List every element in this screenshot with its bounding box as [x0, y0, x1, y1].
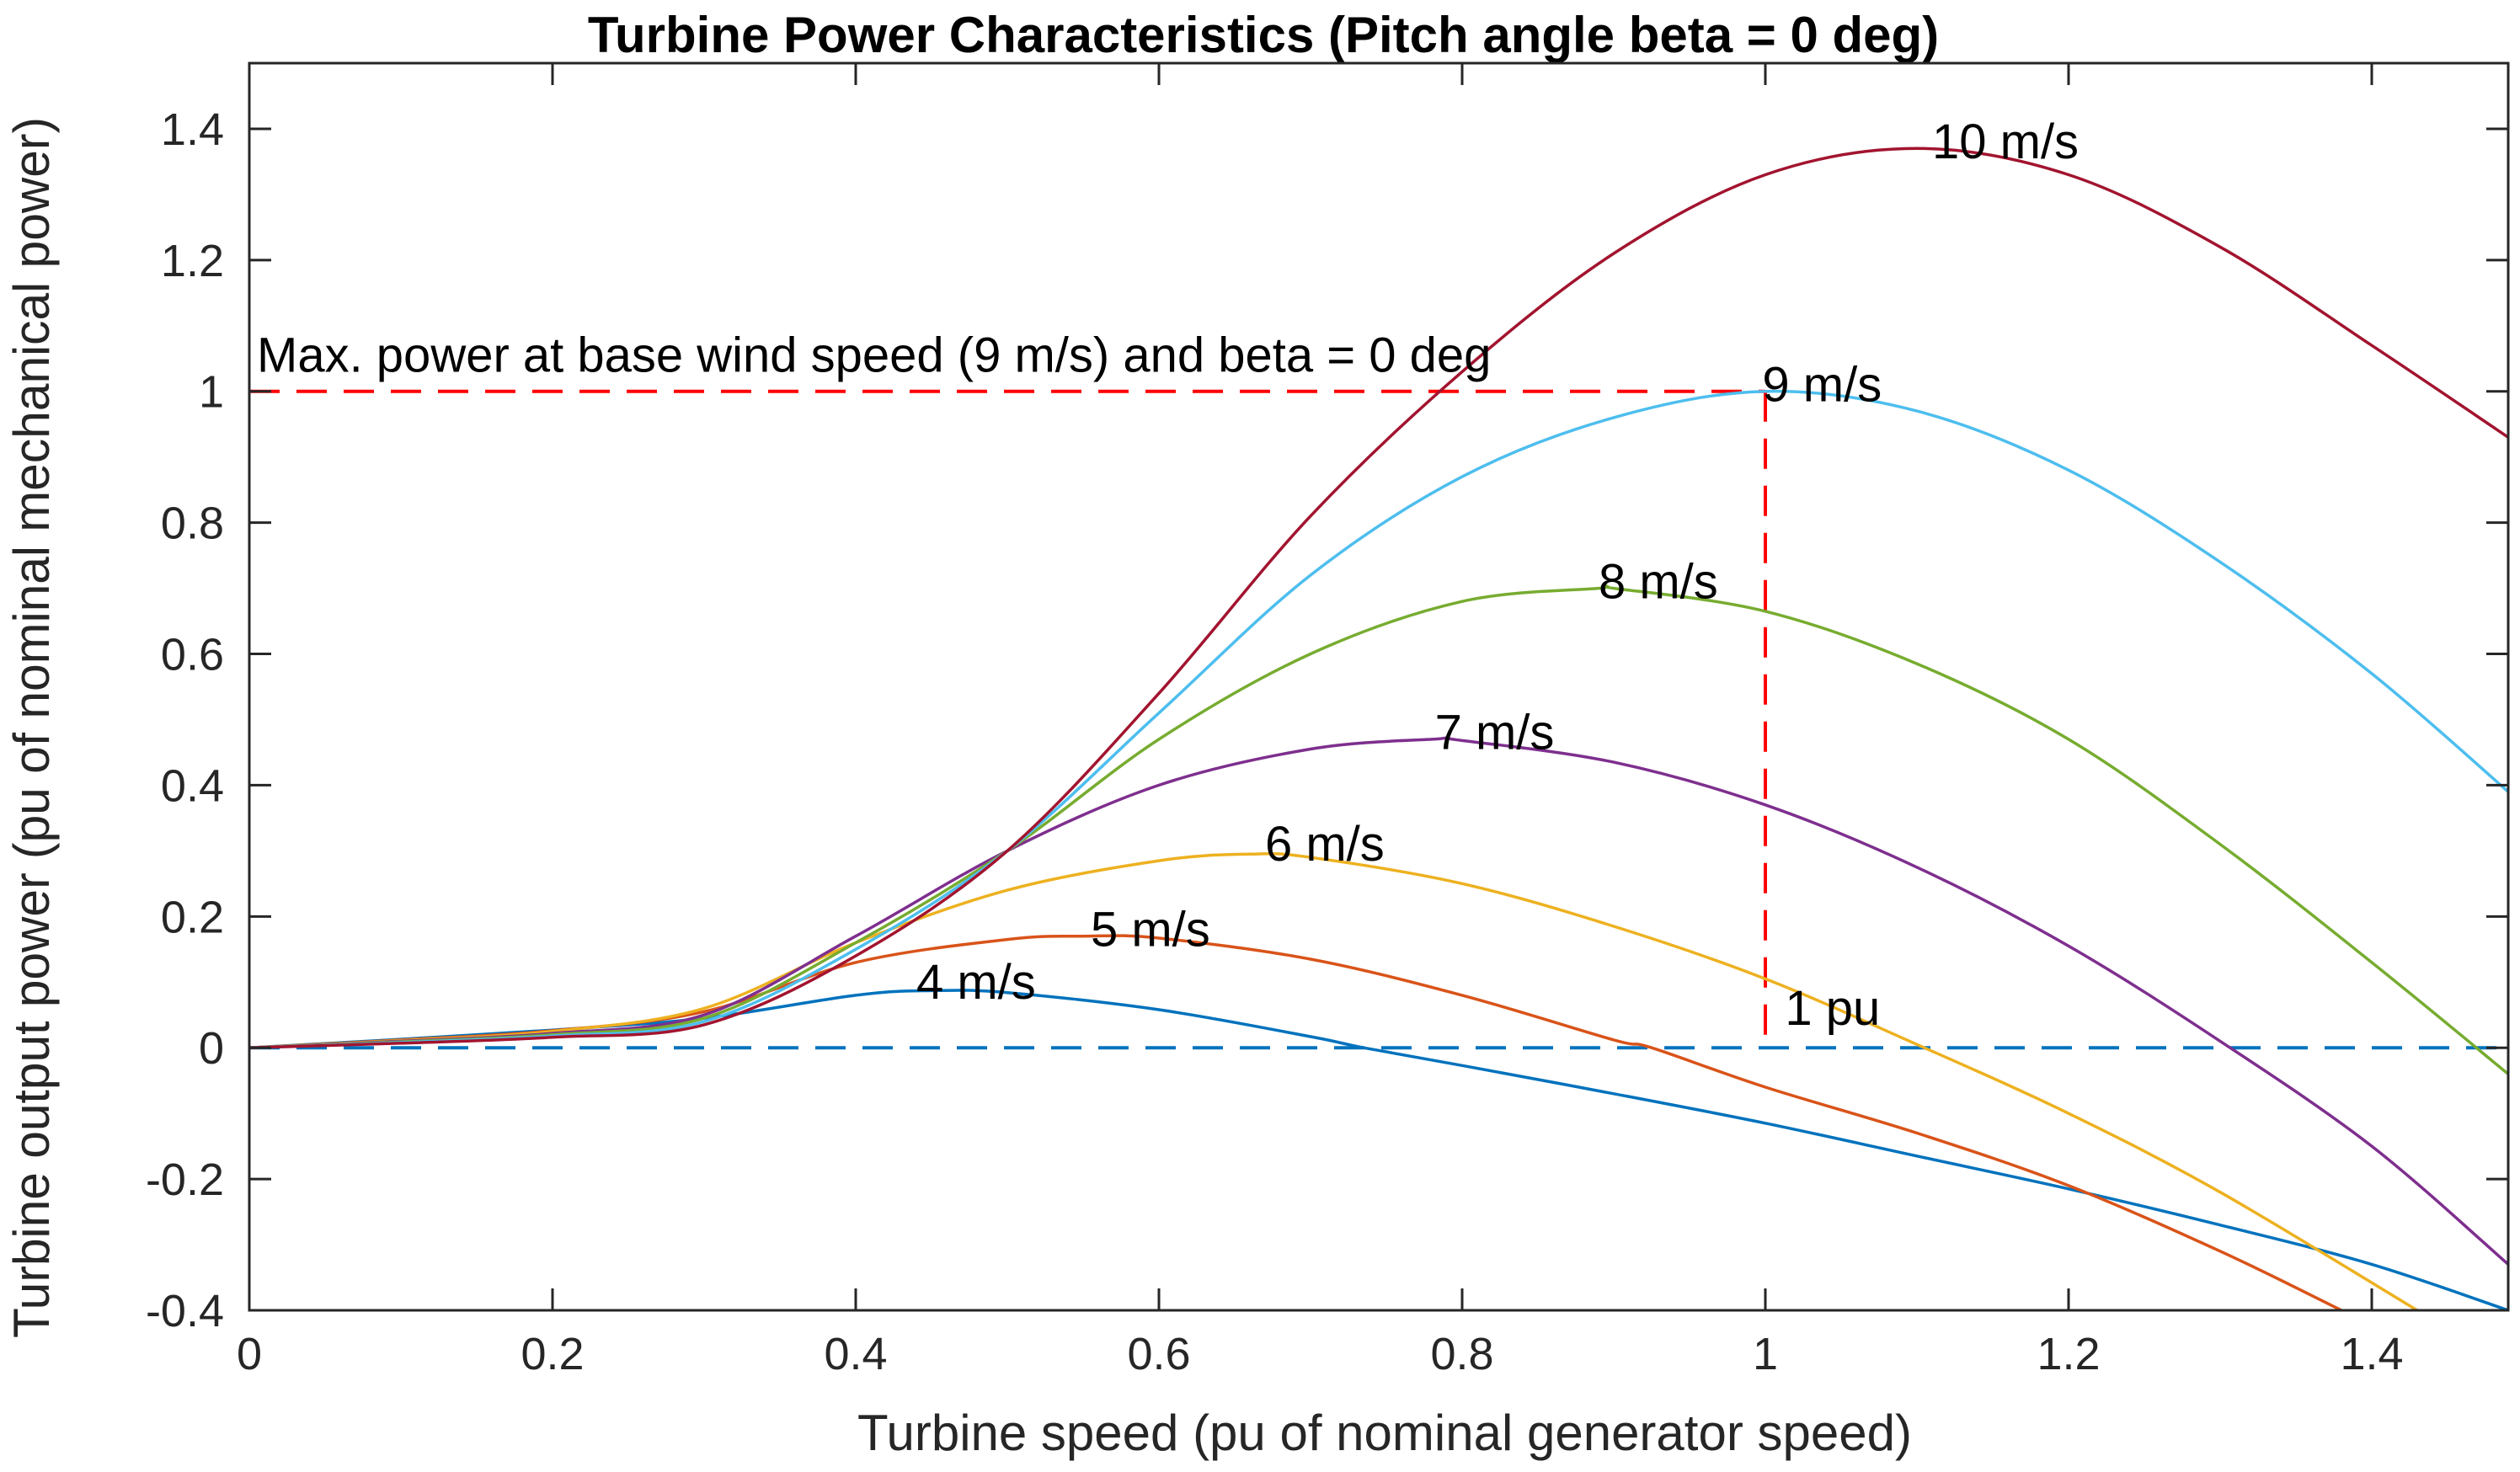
x-tick-label: 0: [237, 1329, 262, 1379]
reference-lines: [249, 389, 2508, 1050]
series-line-9ms: [249, 389, 2508, 1049]
series-line-4ms: [249, 989, 2508, 1310]
label-4ms: 4 m/s: [916, 955, 1036, 1010]
y-tick-label: 0.4: [161, 760, 224, 811]
label-8ms: 8 m/s: [1599, 554, 1718, 609]
y-tick-label: 0: [199, 1023, 224, 1074]
label-5ms: 5 m/s: [1091, 902, 1210, 957]
x-tick-label: 0.6: [1127, 1329, 1190, 1379]
y-tick-label: 0.8: [161, 499, 224, 549]
series-line-6ms: [249, 851, 2418, 1310]
y-tick-label: 0.2: [161, 892, 224, 942]
y-tick-label: -0.4: [146, 1286, 224, 1336]
label-10ms: 10 m/s: [1932, 115, 2079, 169]
y-tick-label: -0.2: [146, 1155, 224, 1205]
series-line-8ms: [249, 584, 2508, 1075]
x-tick-label: 1: [1753, 1329, 1778, 1379]
series-line-7ms: [249, 736, 2508, 1266]
label-7ms: 7 m/s: [1435, 706, 1555, 760]
label-6ms: 6 m/s: [1265, 817, 1385, 872]
x-tick-label: 1.2: [2037, 1329, 2100, 1379]
x-axis-label: Turbine speed (pu of nominal generator s…: [857, 1405, 1912, 1461]
y-tick-label: 1.2: [161, 236, 224, 286]
y-tick-label: 1.4: [161, 104, 224, 155]
axes-box: [248, 61, 2510, 1312]
y-axis-label: Turbine output power (pu of nominal mech…: [3, 117, 60, 1338]
plot-area: [249, 147, 2508, 1310]
x-tick-label: 1.4: [2340, 1329, 2403, 1379]
series-line-10ms: [249, 147, 2508, 1049]
annotation-1pu: 1 pu: [1785, 981, 1880, 1036]
x-tick-label: 0.2: [521, 1329, 584, 1379]
x-tick-label: 0.8: [1430, 1329, 1493, 1379]
y-tick-label: 1: [199, 367, 224, 418]
chart-title: Turbine Power Characteristics (Pitch ang…: [588, 7, 1939, 63]
x-tick-label: 0.4: [824, 1329, 887, 1379]
axes: 0 0.2 0.4 0.6 0.8 1 1.2 1.4 -0.4-0.200.20.40.60…: [146, 61, 2510, 1379]
annotations: Max. power at base wind speed (9 m/s) an…: [257, 115, 2079, 1036]
label-9ms: 9 m/s: [1762, 357, 1882, 412]
annotation-max-power: Max. power at base wind speed (9 m/s) an…: [257, 328, 1491, 382]
y-axis-ticks: -0.4 -0.2 0 0.2 0.4 0.6 0.8 1 1.2 1.4: [146, 104, 2508, 1336]
series-lines: [249, 147, 2508, 1310]
x-axis-ticks: 0 0.2 0.4 0.6 0.8 1 1.2 1.4: [237, 63, 2404, 1379]
y-tick-label: 0.6: [161, 630, 224, 680]
